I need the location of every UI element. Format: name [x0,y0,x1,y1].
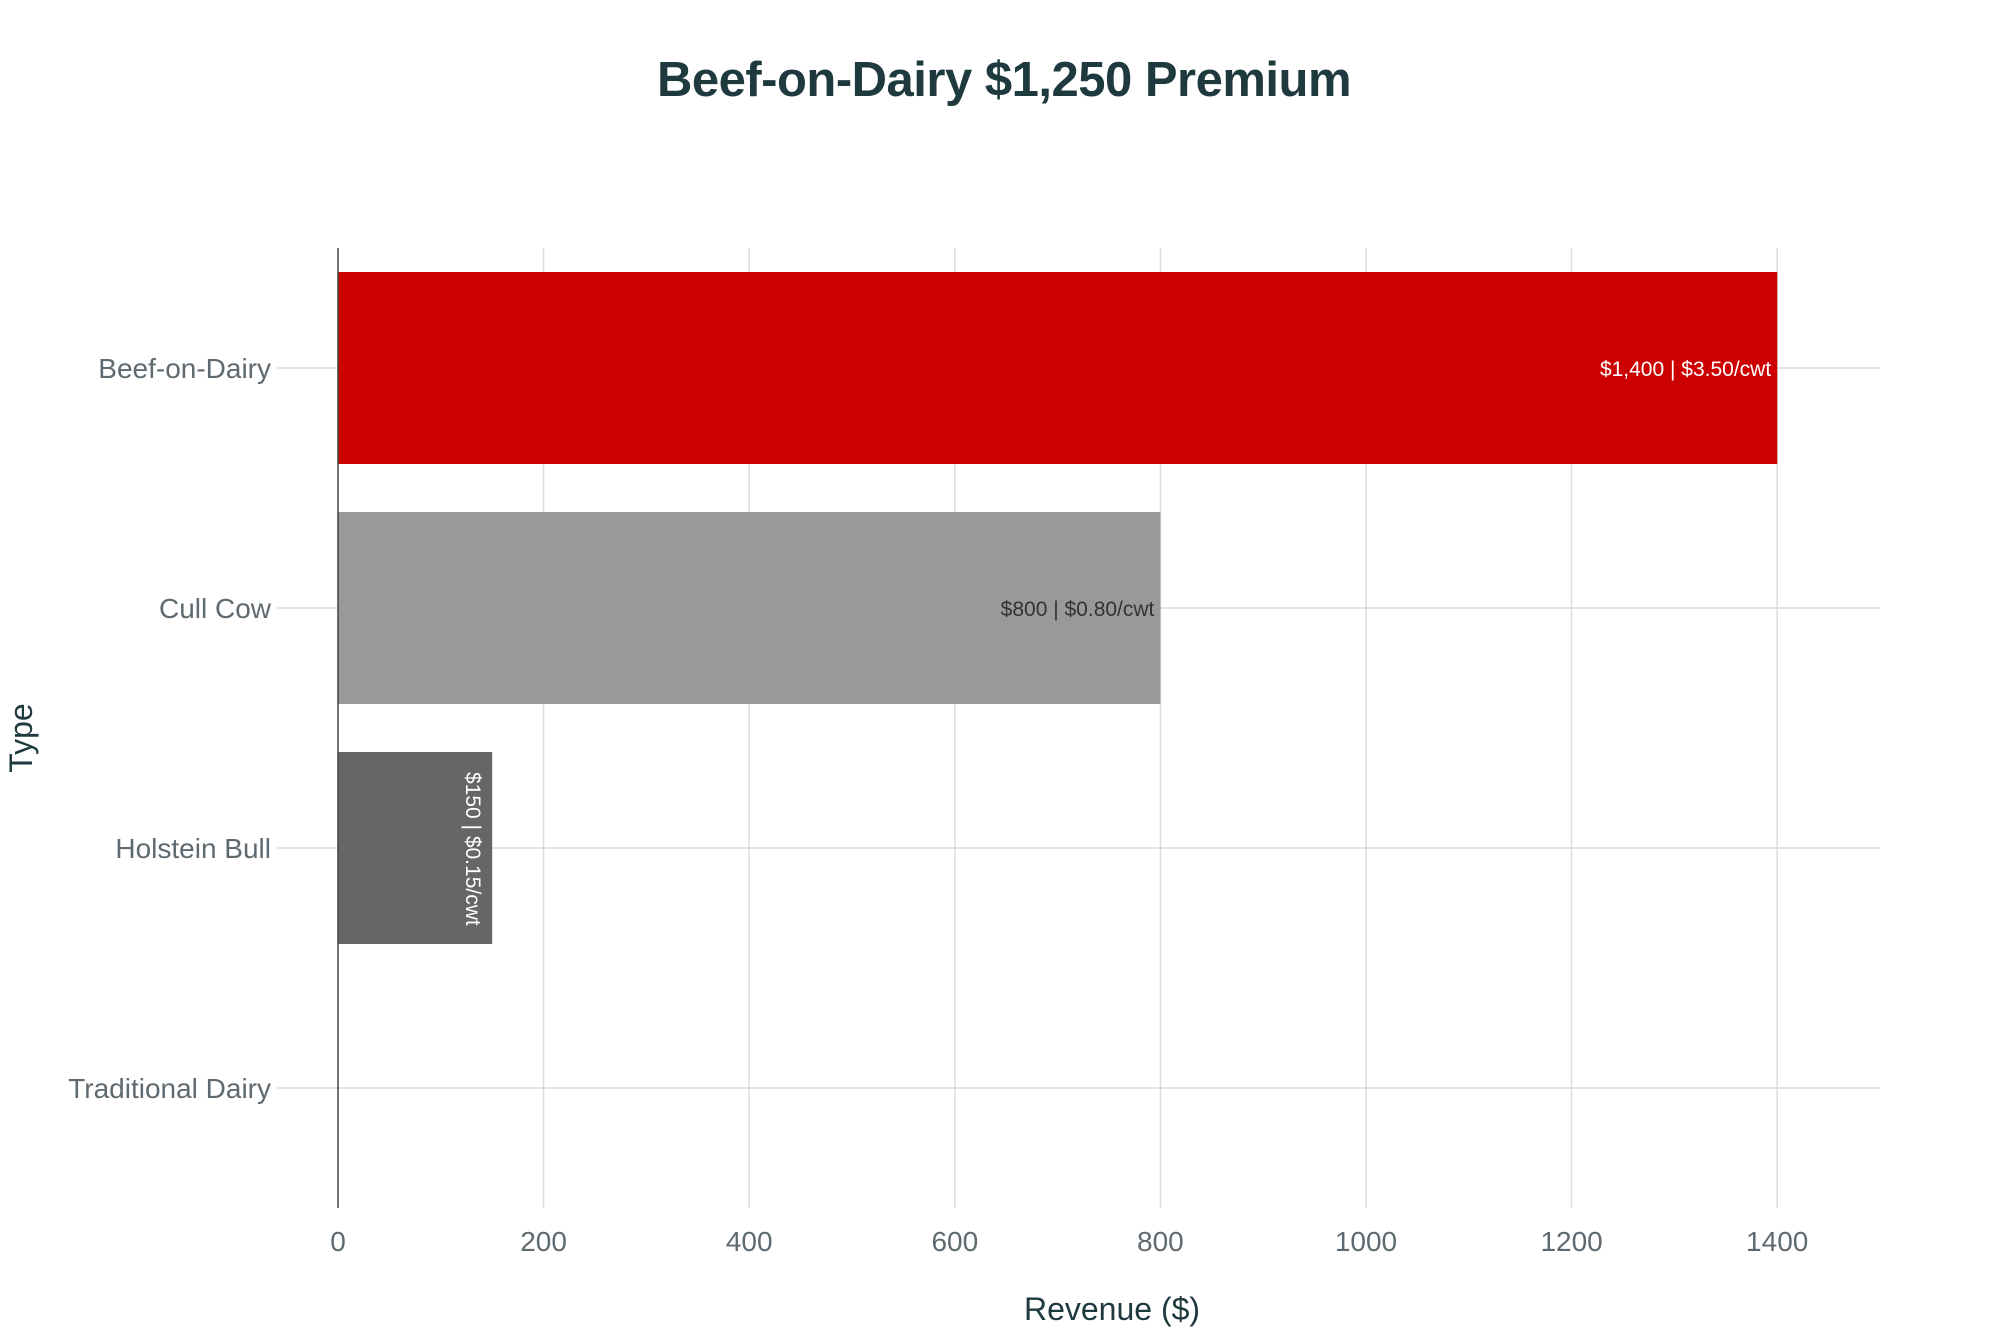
y-axis-title: Type [3,703,39,772]
x-tick-label: 1200 [1540,1226,1602,1257]
y-tick-label: Traditional Dairy [68,1073,271,1104]
y-tick-label: Holstein Bull [115,833,271,864]
x-axis-title: Revenue ($) [1024,1291,1200,1327]
y-tick-label: Cull Cow [159,593,272,624]
chart-title: Beef-on-Dairy $1,250 Premium [656,53,1352,107]
x-tick-label: 1000 [1335,1226,1397,1257]
bar [338,272,1778,464]
bar-label: $800 | $0.80/cwt [1001,598,1155,621]
x-tick-label: 0 [330,1226,346,1257]
bars [338,272,1778,944]
labels: 0 200 400 600 800 1000 1200 1400 Beef-on-Dairy Cu… [3,353,1808,1327]
x-tick-label: 200 [520,1226,567,1257]
bar-label: $1,400 | $3.50/cwt [1600,358,1771,381]
bar [338,752,493,944]
x-tick-label: 400 [726,1226,773,1257]
y-tick-label: Beef-on-Dairy [98,353,271,384]
x-tick-label: 1400 [1746,1226,1808,1257]
x-tick-label: 800 [1137,1226,1184,1257]
bar [338,512,1161,704]
x-tick-label: 600 [931,1226,978,1257]
bar-label: $150 | $0.15/cwt [461,772,484,926]
